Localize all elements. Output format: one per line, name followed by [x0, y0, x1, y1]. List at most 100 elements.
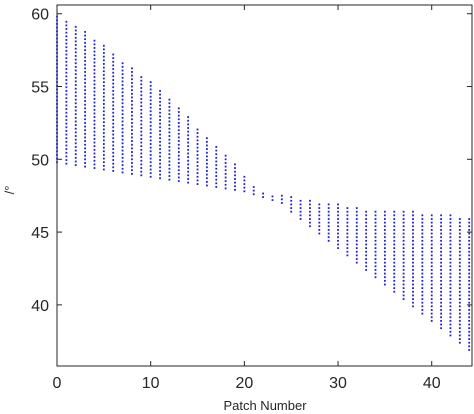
data-point	[84, 60, 86, 62]
data-point	[215, 149, 218, 152]
data-point	[205, 140, 208, 143]
data-point	[318, 203, 321, 206]
data-point	[84, 67, 86, 70]
data-point	[458, 243, 461, 246]
data-point	[149, 121, 152, 124]
data-point	[412, 294, 414, 297]
data-point	[374, 269, 377, 271]
data-point	[449, 305, 452, 308]
data-point	[56, 15, 58, 18]
data-point	[56, 37, 58, 40]
data-point	[458, 279, 461, 282]
data-point	[102, 55, 105, 58]
data-point	[355, 258, 358, 260]
data-point	[224, 187, 227, 190]
data-point	[84, 81, 86, 84]
data-point	[168, 138, 171, 141]
data-point	[159, 97, 161, 100]
data-point	[402, 279, 405, 282]
data-point	[93, 57, 96, 60]
data-point	[412, 221, 414, 224]
data-point	[468, 247, 471, 249]
data-point	[205, 137, 208, 140]
data-point	[93, 123, 96, 126]
data-point	[412, 254, 414, 257]
data-point	[458, 309, 461, 311]
data-point	[355, 225, 358, 228]
data-point	[93, 68, 96, 71]
data-point	[131, 118, 133, 121]
data-point	[393, 236, 396, 239]
data-point	[402, 232, 405, 235]
data-point	[449, 225, 452, 228]
data-point	[187, 130, 190, 133]
data-point	[440, 312, 442, 315]
data-point	[205, 180, 208, 183]
data-point	[121, 76, 124, 79]
data-point	[74, 116, 77, 119]
data-point	[65, 35, 68, 38]
data-point	[112, 68, 115, 70]
data-point	[112, 122, 115, 125]
data-point	[102, 70, 105, 73]
data-point	[468, 254, 471, 257]
data-point	[56, 146, 58, 149]
data-point	[327, 236, 330, 239]
data-point	[93, 79, 96, 82]
data-point	[140, 167, 143, 169]
data-point	[365, 254, 368, 257]
data-point	[187, 156, 190, 159]
data-point	[430, 239, 433, 242]
data-point	[430, 312, 433, 315]
data-point	[421, 283, 424, 286]
data-point	[140, 83, 143, 86]
data-point	[458, 294, 461, 297]
data-point	[84, 111, 86, 113]
data-point	[56, 135, 58, 138]
data-point	[374, 261, 377, 264]
data-point	[140, 87, 143, 89]
data-point	[449, 312, 452, 315]
data-point	[365, 218, 368, 220]
data-point	[159, 122, 161, 125]
data-point	[74, 25, 77, 28]
data-point	[196, 139, 199, 142]
data-point	[393, 232, 396, 235]
data-point	[430, 272, 433, 275]
data-point	[337, 214, 339, 217]
data-point	[458, 276, 461, 279]
data-point	[440, 294, 442, 297]
data-point	[121, 91, 124, 94]
data-point	[84, 74, 86, 77]
data-point	[449, 309, 452, 311]
data-point	[93, 145, 96, 148]
data-point	[449, 323, 452, 326]
data-point	[327, 225, 330, 228]
data-point	[412, 236, 414, 239]
data-point	[383, 210, 386, 213]
data-point	[121, 142, 124, 145]
data-point	[430, 225, 433, 228]
data-point	[393, 279, 396, 282]
data-point	[402, 236, 405, 239]
data-point	[468, 232, 471, 235]
data-point	[56, 88, 58, 91]
data-point	[65, 126, 68, 129]
data-point	[412, 214, 414, 217]
data-point	[449, 330, 452, 333]
data-point	[468, 250, 471, 253]
data-point	[65, 93, 68, 96]
data-point	[402, 298, 405, 300]
data-point	[402, 218, 405, 220]
data-point	[205, 144, 208, 147]
data-point	[412, 279, 414, 282]
data-point	[84, 103, 86, 106]
data-point	[449, 290, 452, 293]
data-point	[215, 153, 218, 156]
data-point	[168, 153, 171, 156]
data-point	[271, 199, 274, 201]
data-point	[84, 125, 86, 128]
data-point	[131, 111, 133, 113]
data-point	[149, 103, 152, 105]
